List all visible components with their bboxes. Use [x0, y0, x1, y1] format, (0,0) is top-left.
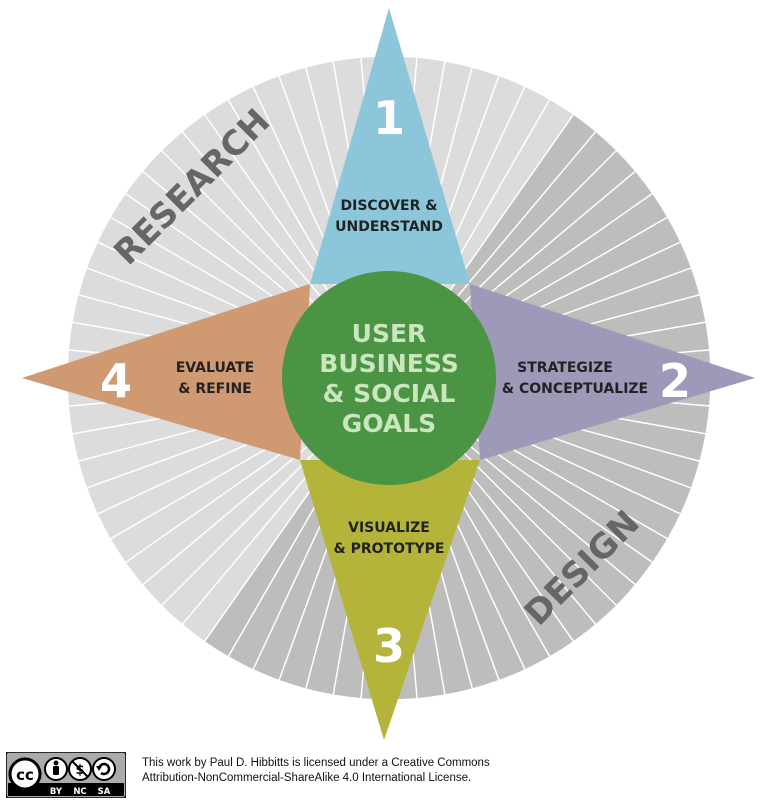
cc-icon-text: cc [16, 766, 34, 784]
center-line-4: GOALS [342, 409, 436, 438]
point-1-number: 1 [373, 91, 405, 145]
point-4-label-line-1: EVALUATE [176, 360, 255, 376]
sa-label: SA [98, 787, 111, 797]
cc-icon [8, 757, 42, 791]
license-line-1: This work by Paul D. Hibbitts is license… [142, 757, 490, 769]
point-2-shape [470, 284, 755, 460]
sa-share-icon [92, 757, 116, 781]
point-3-label-line-2: & PROTOTYPE [334, 541, 445, 557]
point-2-label-line-2: & CONCEPTUALIZE [502, 381, 648, 397]
center-goals-circle [282, 271, 496, 485]
center-goals-text: USER BUSINESS & SOCIAL GOALS [319, 319, 459, 438]
point-4-shape [22, 284, 310, 460]
license-line-2: Attribution-NonCommercial-ShareAlike 4.0… [142, 772, 472, 784]
point-2-number: 2 [659, 354, 691, 408]
point-3-label-line-1: VISUALIZE [348, 520, 430, 536]
center-line-1: USER [352, 319, 427, 348]
center-line-2: BUSINESS [319, 349, 459, 378]
nc-label: NC [73, 787, 86, 797]
point-2-label-line-1: STRATEGIZE [517, 360, 613, 376]
point-4-number: 4 [100, 354, 132, 408]
point-3-number: 3 [373, 619, 405, 673]
center-line-3: & SOCIAL [323, 379, 456, 408]
point-1-label-line-2: UNDERSTAND [335, 219, 443, 235]
by-label: BY [50, 787, 63, 797]
license-footer: cc $ BY NC SA This work by Paul D. Hibbi… [6, 752, 606, 798]
point-1-shape [310, 8, 470, 284]
license-text: This work by Paul D. Hibbitts is license… [142, 756, 602, 786]
cc-by-nc-sa-badge[interactable]: cc $ BY NC SA [6, 752, 126, 798]
svg-text:$: $ [75, 763, 84, 778]
point-4-label-line-2: & REFINE [178, 381, 251, 397]
point-3-shape [300, 460, 480, 740]
point-1-label-line-1: DISCOVER & [341, 198, 438, 214]
